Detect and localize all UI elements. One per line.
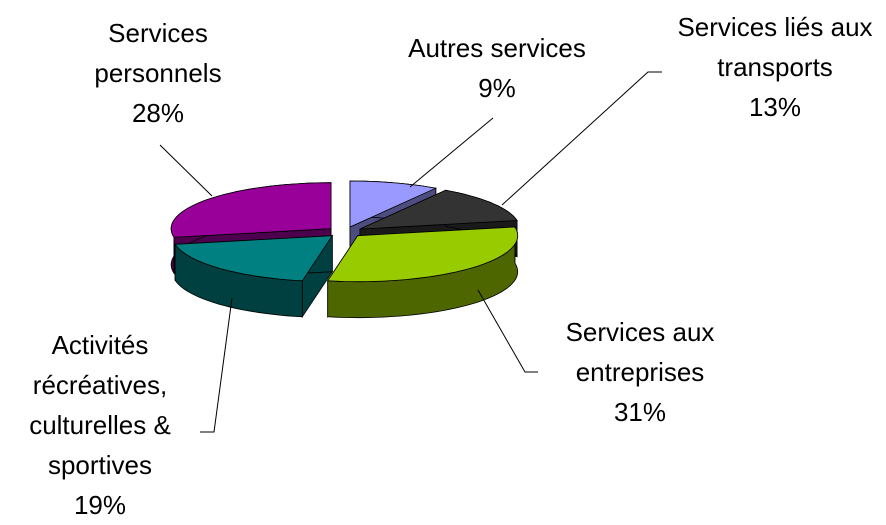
leader-line (409, 117, 494, 188)
slice (170, 182, 332, 238)
slice-label: Services aux entreprises 31% (533, 312, 748, 432)
category-label: Services aux entreprises (565, 317, 715, 387)
slice (326, 226, 519, 283)
slice-label: Autres services 9% (347, 28, 647, 108)
leader-line (477, 289, 538, 373)
category-label: Autres services (408, 33, 586, 63)
category-label: Services liés aux transports (677, 12, 873, 82)
value-label: 31% (613, 397, 667, 427)
category-label: Services personnels (94, 18, 222, 88)
slice (359, 189, 518, 230)
slice-label: Activités récréatives, culturelles & spo… (3, 325, 198, 525)
value-label: 13% (748, 92, 802, 122)
category-label: Activités récréatives, culturelles & spo… (29, 330, 171, 480)
leader-lines (159, 71, 662, 433)
leader-line (501, 71, 662, 206)
slice (349, 180, 438, 228)
value-label: 9% (478, 73, 516, 103)
value-label: 28% (131, 98, 185, 128)
slice-label: Services personnels 28% (63, 13, 253, 133)
value-label: 19% (73, 490, 127, 520)
slice (174, 235, 334, 282)
leader-line (200, 297, 233, 433)
pie (170, 180, 519, 319)
leader-line (159, 144, 213, 197)
slice-label: Services liés aux transports 13% (668, 7, 883, 127)
